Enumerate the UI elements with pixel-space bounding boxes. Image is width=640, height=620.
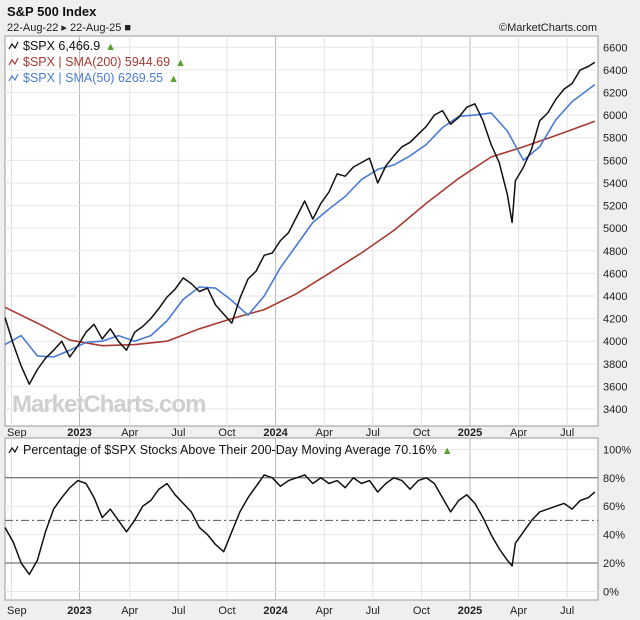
brand-credit: ©MarketCharts.com [499,22,597,34]
date-range: 22-Aug-22 ▸ 22-Aug-25 ■ [7,22,131,34]
x-tick-label: Apr [316,605,333,617]
y-tick-label: 4400 [603,291,627,303]
price-series-group [4,61,596,385]
legend-line-icon [8,73,19,82]
y-tick-label: 6400 [603,65,627,77]
legend-line-icon [8,445,19,454]
breadth-x-axis: Sep 2023 Apr Jul Oct 2024 Apr Jul Oct 2025 Apr Jul [7,605,574,617]
price-gridlines [5,36,598,426]
x-tick-label: 2025 [458,427,482,439]
x-tick-label: Jul [171,427,185,439]
x-tick-label: Oct [218,605,235,617]
x-tick-label: Jul [560,605,574,617]
legend-sma200-label: $SPX | SMA(200) 5944.69 [23,55,170,69]
x-tick-label: Jul [366,427,380,439]
y-tick-label: 20% [603,558,625,570]
y-tick-label: 3400 [603,404,627,416]
x-tick-label: Apr [510,605,527,617]
y-tick-label: 100% [603,444,631,456]
y-tick-label: 80% [603,473,625,485]
x-tick-label: Oct [218,427,235,439]
up-arrow-icon: ▲ [168,73,179,85]
x-tick-label: Jul [366,605,380,617]
legend-line-icon [8,57,19,66]
up-arrow-icon: ▲ [105,41,116,53]
legend-line-icon [8,41,19,50]
legend-sma50-label: $SPX | SMA(50) 6269.55 [23,71,163,85]
x-tick-label: 2024 [263,427,288,439]
x-tick-label: 2023 [67,427,91,439]
price-panel [4,35,599,427]
y-tick-label: 4600 [603,268,627,280]
x-tick-label: Apr [316,427,333,439]
y-tick-label: 4200 [603,314,627,326]
price-legend: $SPX 6,466.9 ▲ $SPX | SMA(200) 5944.69 ▲… [8,39,186,85]
y-tick-label: 40% [603,530,625,542]
up-arrow-icon: ▲ [175,57,186,69]
x-tick-label: Apr [121,427,138,439]
y-tick-label: 5200 [603,201,627,213]
y-tick-label: 6200 [603,88,627,100]
watermark: MarketCharts.com [12,391,205,418]
x-tick-label: Oct [413,427,430,439]
x-tick-label: Jul [560,427,574,439]
price-line [4,61,596,385]
x-tick-label: Sep [7,605,27,617]
breadth-series-group [4,474,596,576]
x-tick-label: Jul [171,605,185,617]
up-arrow-icon: ▲ [442,445,453,457]
x-tick-label: 2024 [263,605,288,617]
legend-price-label: $SPX 6,466.9 [23,39,100,53]
chart-title: S&P 500 Index [7,4,97,19]
breadth-line [4,474,596,576]
y-tick-label: 5800 [603,133,627,145]
y-tick-label: 5600 [603,155,627,167]
breadth-gridlines [5,438,598,600]
y-tick-label: 6600 [603,42,627,54]
y-tick-label: 5400 [603,178,627,190]
x-tick-label: Apr [510,427,527,439]
x-tick-label: 2023 [67,605,91,617]
y-tick-label: 5000 [603,223,627,235]
y-tick-label: 4000 [603,336,627,348]
price-y-axis: 3400 3600 3800 4000 4200 4400 4600 4800 5000 5200… [603,42,627,416]
breadth-title: Percentage of $SPX Stocks Above Their 20… [23,443,437,457]
x-tick-label: Oct [413,605,430,617]
x-tick-label: Apr [121,605,138,617]
x-tick-label: Sep [7,427,27,439]
y-tick-label: 0% [603,586,619,598]
y-tick-label: 6000 [603,110,627,122]
breadth-y-axis: 0% 20% 40% 60% 80% 100% [603,444,631,598]
x-tick-label: 2025 [458,605,482,617]
y-tick-label: 3600 [603,381,627,393]
sma50-line [4,83,596,358]
breadth-panel [4,437,599,601]
y-tick-label: 4800 [603,246,627,258]
price-x-axis: Sep 2023 Apr Jul Oct 2024 Apr Jul Oct 2025 Apr Jul [7,427,574,439]
sma200-line [4,120,596,347]
y-tick-label: 60% [603,501,625,513]
y-tick-label: 3800 [603,359,627,371]
